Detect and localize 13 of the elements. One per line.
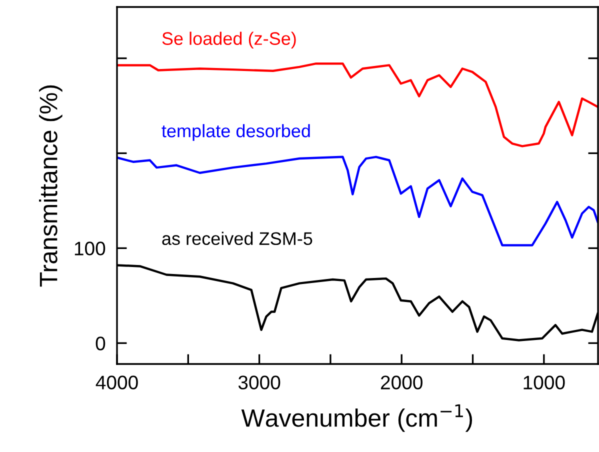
y-tick-label: 100 bbox=[74, 242, 106, 256]
x-axis-title: Wavenumber (cm$^{−1}$) bbox=[241, 404, 472, 432]
y-axis-title: Transmittance (%) bbox=[39, 85, 62, 287]
x-tick-label: 4000 bbox=[96, 376, 138, 390]
x-tick-label: 2000 bbox=[380, 376, 422, 390]
line-series bbox=[117, 156, 598, 246]
series-label: template desorbed bbox=[162, 124, 310, 141]
x-tick-label: 1000 bbox=[524, 376, 565, 390]
series-label: as received ZSM-5 bbox=[162, 232, 312, 246]
series-label: Se loaded (z-Se) bbox=[162, 32, 296, 49]
line-series bbox=[117, 62, 598, 148]
x-tick-label: 3000 bbox=[238, 376, 280, 390]
y-tick-label: 0 bbox=[96, 336, 106, 350]
